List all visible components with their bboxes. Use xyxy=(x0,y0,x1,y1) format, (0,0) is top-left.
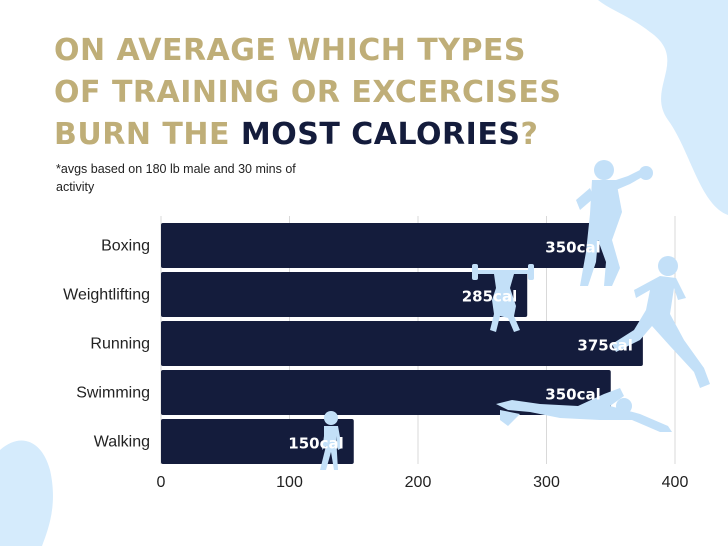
bar-boxing xyxy=(161,223,611,268)
title-line-3-start: burn the xyxy=(54,117,230,152)
title-question-mark: ? xyxy=(520,117,539,152)
x-axis-ticks: 0 100 200 300 400 xyxy=(157,474,689,491)
x-tick-label: 100 xyxy=(276,474,303,491)
data-label: 350cal xyxy=(545,386,600,404)
x-tick-label: 0 xyxy=(157,474,166,491)
bar-weightlifting xyxy=(161,272,528,317)
walker-icon xyxy=(320,411,342,470)
bar-walking xyxy=(161,419,354,464)
data-label: 350cal xyxy=(545,239,600,257)
data-label: 375cal xyxy=(577,337,632,355)
category-label: Weightlifting xyxy=(63,287,150,304)
x-tick-label: 300 xyxy=(533,474,560,491)
footnote: *avgs based on 180 lb male and 30 mins o… xyxy=(56,162,296,194)
background-blob-top-right xyxy=(598,0,728,215)
category-label: Boxing xyxy=(101,238,150,255)
chart-title: On average which types of training or ex… xyxy=(54,30,574,156)
data-label: 285cal xyxy=(462,288,517,306)
activity-silhouettes xyxy=(320,160,710,470)
title-line-2: of training or excercises xyxy=(54,75,562,110)
background-blob-bottom-left xyxy=(0,440,53,546)
boxer-icon xyxy=(576,160,653,286)
title-line-1: On average which types xyxy=(54,33,527,68)
x-tick-label: 200 xyxy=(405,474,432,491)
data-label: 150cal xyxy=(288,435,343,453)
bar-running xyxy=(161,321,643,366)
category-label: Running xyxy=(90,336,150,353)
category-labels: Boxing Weightlifting Running Swimming Walkin… xyxy=(63,238,150,451)
x-tick-label: 400 xyxy=(662,474,689,491)
data-labels: 350cal 285cal 375cal 350cal 150cal xyxy=(288,239,633,453)
bars xyxy=(161,223,643,464)
category-label: Swimming xyxy=(76,385,150,402)
swimmer-icon xyxy=(496,388,672,432)
title-line-3-emphasis: most calories xyxy=(240,117,521,152)
runner-icon xyxy=(612,256,710,388)
category-label: Walking xyxy=(94,434,150,451)
weightlifter-icon xyxy=(472,264,534,332)
